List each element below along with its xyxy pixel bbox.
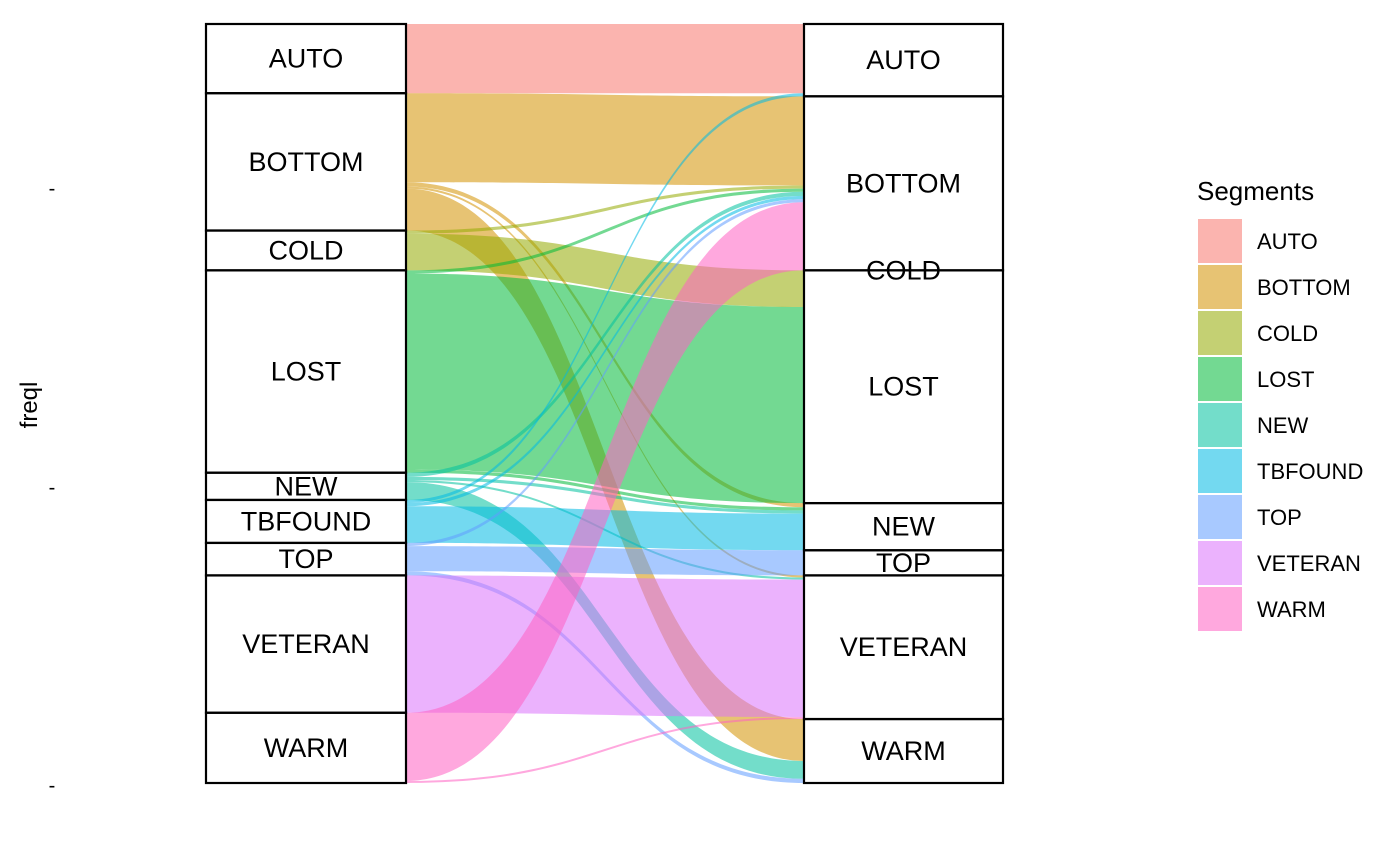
legend-label-bottom: BOTTOM	[1257, 275, 1351, 300]
flow-tbfound-to-auto	[406, 93, 804, 504]
y-axis-ticks: - - -	[49, 178, 56, 797]
flow-warm-to-veteran	[406, 716, 804, 783]
flow-top-to-top	[406, 546, 804, 576]
stratum-label-axis2-auto: AUTO	[866, 45, 941, 75]
flow-warm-to-bottom	[406, 202, 804, 781]
legend-key-new	[1198, 403, 1242, 447]
stratum-label-axis1-top: TOP	[278, 544, 333, 574]
stratum-label-axis1-veteran: VETERAN	[242, 629, 370, 659]
legend-key-warm	[1198, 587, 1242, 631]
flow-lost-to-bottom	[406, 188, 804, 274]
stratum-label-axis1-warm: WARM	[264, 733, 348, 763]
legend-title: Segments	[1197, 176, 1314, 206]
stratum-label-axis2-warm: WARM	[861, 736, 945, 766]
legend-label-auto: AUTO	[1257, 229, 1318, 254]
strata-layer: AUTO BOTTOM COLD LOST NEW TBFOUND TOP VETERAN WA…	[204, 22, 1005, 785]
legend-label-new: NEW	[1257, 413, 1309, 438]
stratum-label-axis2-lost: LOST	[868, 372, 939, 402]
flow-tbfound-to-bottom	[406, 195, 804, 507]
flow-new-to-bottom	[406, 191, 804, 477]
stratum-label-axis1-bottom: BOTTOM	[248, 147, 363, 177]
legend-key-top	[1198, 495, 1242, 539]
flow-top-to-bottom	[406, 199, 804, 547]
legend: Segments AUTO BOTTOM COLD LOST NEW TBFOUND TOP…	[1197, 176, 1363, 631]
legend-label-cold: COLD	[1257, 321, 1318, 346]
legend-label-tbfound: TBFOUND	[1257, 459, 1363, 484]
flow-auto-to-auto	[406, 24, 804, 94]
stratum-label-axis1-lost: LOST	[271, 357, 342, 387]
stratum-label-axis1-new: NEW	[275, 471, 339, 501]
flows-layer	[406, 24, 804, 783]
legend-label-veteran: VETERAN	[1257, 551, 1361, 576]
legend-key-tbfound	[1198, 449, 1242, 493]
stratum-label-axis2-bottom: BOTTOM	[846, 168, 961, 198]
y-tick-label: -	[49, 477, 56, 499]
legend-key-auto	[1198, 219, 1242, 263]
stratum-axis1-warm	[204, 711, 408, 785]
flow-bottom-to-bottom	[406, 93, 804, 186]
flow-cold-to-bottom	[406, 185, 804, 234]
y-axis-title: freql	[16, 382, 43, 429]
legend-label-warm: WARM	[1257, 597, 1326, 622]
stratum-label-axis1-auto: AUTO	[269, 44, 344, 74]
stratum-label-axis1-cold: COLD	[268, 235, 343, 265]
y-tick-label: -	[49, 775, 56, 797]
legend-key-cold	[1198, 311, 1242, 355]
stratum-axis2-warm	[802, 717, 1005, 785]
stratum-label-axis2-new: NEW	[872, 512, 936, 542]
legend-label-lost: LOST	[1257, 367, 1314, 392]
stratum-label-axis1-tbfound: TBFOUND	[241, 506, 372, 536]
stratum-label-axis2-veteran: VETERAN	[840, 632, 968, 662]
flow-tbfound-to-new	[406, 506, 804, 551]
stratum-label-axis2-top: TOP	[876, 548, 931, 578]
legend-key-veteran	[1198, 541, 1242, 585]
y-tick-label: -	[49, 178, 56, 200]
legend-label-top: TOP	[1257, 505, 1302, 530]
legend-key-lost	[1198, 357, 1242, 401]
legend-key-bottom	[1198, 265, 1242, 309]
